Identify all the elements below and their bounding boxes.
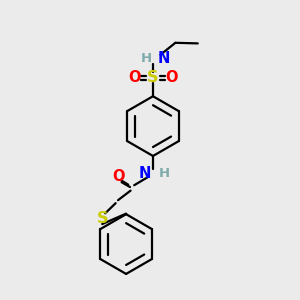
Text: N: N xyxy=(158,51,170,66)
Text: O: O xyxy=(112,169,124,184)
Text: O: O xyxy=(165,70,178,85)
Text: O: O xyxy=(128,70,141,85)
Text: H: H xyxy=(158,167,169,180)
Text: H: H xyxy=(140,52,152,65)
Text: S: S xyxy=(147,70,159,85)
Text: N: N xyxy=(139,167,152,182)
Text: S: S xyxy=(97,211,108,226)
